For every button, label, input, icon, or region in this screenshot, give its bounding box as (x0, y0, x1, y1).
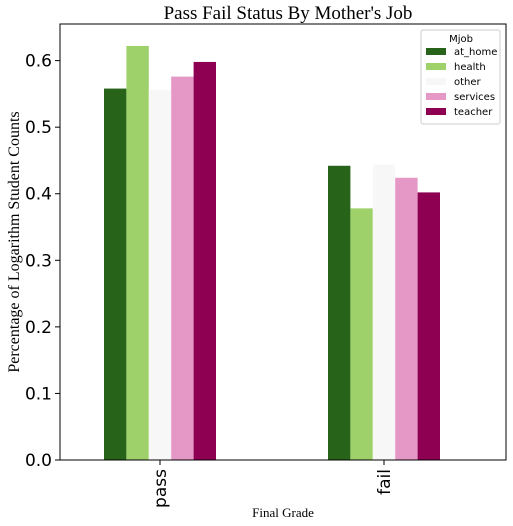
y-axis: 0.0 0.1 0.2 0.3 0.4 0.5 0.6 (25, 52, 60, 471)
y-tick-label: 0.1 (25, 384, 52, 404)
legend-title: Mjob (449, 34, 473, 45)
x-axis: pass fail (151, 460, 395, 508)
legend-label-teacher: teacher (454, 107, 493, 118)
bar-other-pass (148, 89, 172, 461)
legend-swatch-teacher (426, 108, 446, 115)
legend-label-at_home: at_home (454, 47, 497, 58)
legend-swatch-health (426, 63, 446, 70)
y-tick-label: 0.3 (25, 251, 52, 271)
y-tick-label: 0.5 (25, 118, 52, 138)
y-tick-label: 0.6 (25, 52, 52, 72)
bars-group (104, 45, 440, 461)
legend-swatch-at_home (426, 48, 446, 55)
bar-at_home-fail (328, 165, 351, 460)
y-tick-label: 0.0 (25, 451, 52, 471)
x-axis-label: Final Grade (252, 505, 314, 520)
legend-label-services: services (454, 92, 495, 103)
bar-other-fail (372, 164, 396, 460)
bar-services-fail (395, 177, 418, 460)
bar-services-pass (171, 76, 194, 460)
y-axis-label: Percentage of Logarithm Student Counts (6, 111, 23, 372)
y-tick-label: 0.4 (25, 185, 52, 205)
bar-health-fail (350, 208, 373, 460)
bar-health-pass (126, 45, 149, 460)
legend-label-other: other (454, 77, 482, 88)
bar-at_home-pass (104, 88, 127, 460)
legend-swatch-other (426, 78, 446, 85)
bar-teacher-pass (193, 61, 216, 460)
x-tick-label-fail: fail (375, 469, 395, 495)
plot-frame (59, 23, 507, 461)
y-tick-label: 0.2 (25, 318, 52, 338)
legend-swatch-services (426, 93, 446, 100)
chart-title: Pass Fail Status By Mother's Job (164, 3, 413, 24)
legend-label-health: health (454, 62, 486, 73)
x-tick-label-pass: pass (151, 469, 171, 508)
bar-teacher-fail (417, 192, 440, 460)
